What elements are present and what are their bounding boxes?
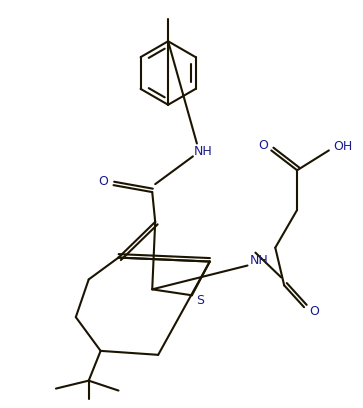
Text: O: O: [309, 305, 319, 318]
Text: S: S: [196, 294, 204, 307]
Text: NH: NH: [250, 254, 269, 267]
Text: NH: NH: [193, 145, 212, 158]
Text: O: O: [258, 139, 268, 152]
Text: OH: OH: [333, 140, 352, 153]
Text: O: O: [99, 175, 109, 188]
